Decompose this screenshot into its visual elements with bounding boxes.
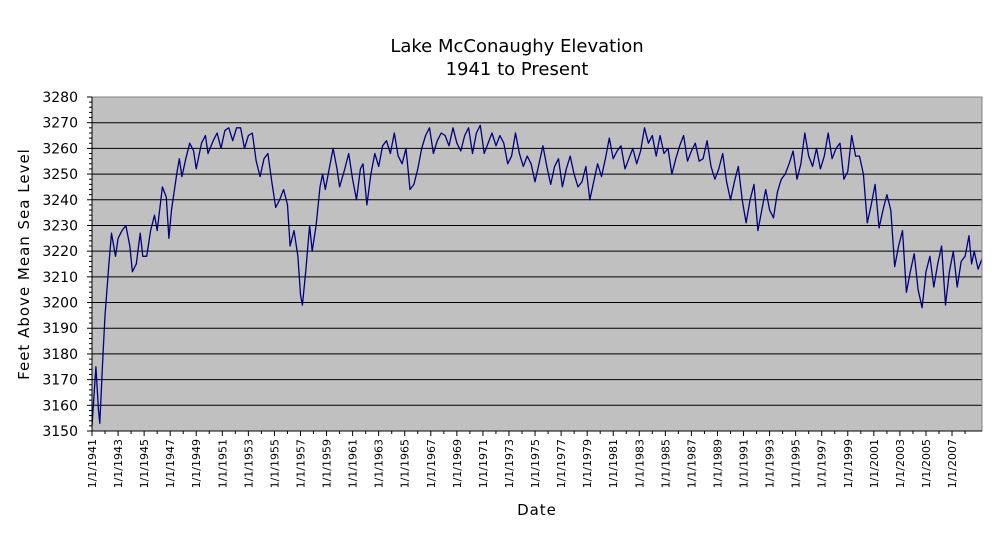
y-tick-label: 3230 [42,218,78,234]
y-tick-label: 3280 [42,90,78,106]
chart-subtitle: 1941 to Present [446,59,589,80]
x-tick-label: 1/1/1979 [581,439,594,488]
y-tick-label: 3220 [42,244,78,260]
x-tick-label: 1/1/1991 [738,439,751,488]
y-tick-label: 3270 [42,116,78,132]
y-tick-label: 3250 [42,167,78,183]
x-axis-label: Date [517,501,557,519]
x-tick-label: 1/1/1957 [294,439,307,488]
x-tick-label: 1/1/1967 [425,439,438,488]
x-tick-label: 1/1/1959 [321,439,334,488]
y-axis-label: Feet Above Mean Sea Level [15,148,33,380]
x-tick-label: 1/1/1951 [216,439,229,488]
y-tick-label: 3150 [42,424,78,440]
x-tick-label: 1/1/1981 [607,439,620,488]
x-tick-label: 1/1/1993 [764,439,777,488]
y-axis-ticks: 3150 3160 3170 3180 3190 3200 3210 3220 3230 3240… [42,90,92,440]
x-tick-label: 1/1/1961 [347,439,360,488]
x-tick-label: 1/1/2003 [894,439,907,488]
x-tick-label: 1/1/1977 [555,439,568,488]
y-tick-label: 3180 [42,347,78,363]
x-tick-label: 1/1/1949 [190,439,203,488]
y-tick-label: 3260 [42,141,78,157]
x-tick-label: 1/1/1971 [477,439,490,488]
x-tick-label: 1/1/1973 [503,439,516,488]
x-tick-label: 1/1/1983 [633,439,646,488]
y-tick-label: 3240 [42,193,78,209]
x-tick-label: 1/1/1965 [399,439,412,488]
plot-area [92,97,982,431]
x-axis-ticks: 1/1/1941 1/1/1943 1/1/1945 1/1/1947 1/1/1949… [86,431,966,488]
x-tick-label: 1/1/1941 [86,439,99,488]
x-tick-label: 1/1/1997 [816,439,829,488]
y-tick-label: 3210 [42,270,78,286]
x-tick-label: 1/1/1947 [164,439,177,488]
x-tick-label: 1/1/1987 [685,439,698,488]
elevation-series-line [91,124,983,426]
x-tick-label: 1/1/1953 [242,439,255,488]
y-tick-label: 3200 [42,296,78,312]
y-tick-label: 3190 [42,321,78,337]
x-tick-label: 1/1/1945 [138,439,151,488]
x-tick-label: 1/1/1995 [790,439,803,488]
x-tick-label: 1/1/2001 [868,439,881,488]
x-tick-label: 1/1/1989 [711,439,724,488]
x-tick-label: 1/1/1999 [842,439,855,488]
x-tick-label: 1/1/2005 [920,439,933,488]
x-tick-label: 1/1/1955 [268,439,281,488]
axes [91,96,983,432]
x-tick-label: 1/1/1985 [659,439,672,488]
x-tick-label: 1/1/1975 [529,439,542,488]
y-tick-label: 3170 [42,373,78,389]
x-tick-label: 1/1/1963 [373,439,386,488]
x-tick-label: 1/1/1943 [112,439,125,488]
chart-title: Lake McConaughy Elevation [390,36,643,57]
x-tick-label: 1/1/2007 [946,439,959,488]
x-tick-label: 1/1/1969 [451,439,464,488]
y-tick-label: 3160 [42,398,78,414]
